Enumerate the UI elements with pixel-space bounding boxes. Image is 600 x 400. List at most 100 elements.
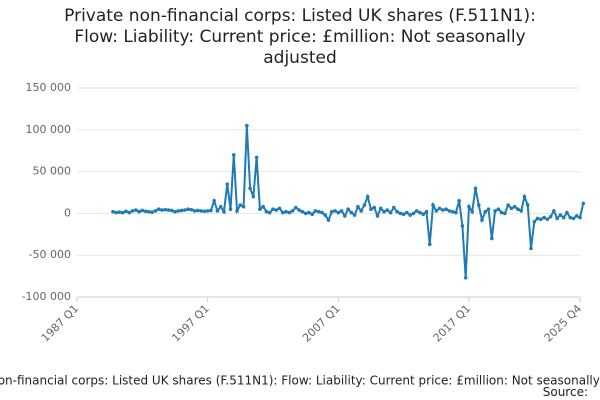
point [267, 210, 272, 215]
point [512, 204, 517, 209]
point [450, 209, 455, 214]
point [127, 210, 132, 215]
point [463, 275, 468, 280]
point [297, 208, 301, 212]
point [124, 209, 128, 214]
point [561, 215, 566, 220]
point [179, 208, 184, 213]
point [516, 207, 520, 212]
point [356, 204, 360, 209]
point [245, 123, 249, 128]
point [310, 212, 314, 217]
point [176, 209, 181, 213]
point [581, 201, 586, 206]
chart-title: Private non-financial corps: Listed UK s… [64, 6, 536, 68]
point [395, 209, 399, 214]
point [483, 209, 488, 214]
point [271, 207, 275, 212]
point [199, 209, 203, 213]
point [196, 208, 200, 213]
point [303, 211, 308, 216]
point [414, 209, 419, 213]
point [427, 242, 432, 247]
point [434, 209, 439, 213]
point [571, 216, 576, 221]
point [398, 211, 403, 216]
point [189, 207, 194, 212]
point [558, 213, 563, 217]
point [496, 207, 501, 212]
point [212, 199, 216, 203]
point [163, 207, 167, 212]
point [578, 215, 582, 220]
point [111, 209, 115, 214]
y-tick-label: 100 000 [26, 123, 72, 136]
point [205, 209, 210, 213]
point [156, 207, 161, 212]
point [447, 209, 452, 213]
point [143, 209, 148, 214]
point [548, 214, 553, 219]
point [238, 203, 243, 207]
point [359, 209, 363, 213]
point [182, 208, 187, 212]
point [460, 224, 465, 228]
point [552, 209, 556, 213]
point [444, 207, 448, 212]
point [218, 204, 223, 209]
point [320, 210, 324, 215]
point [150, 210, 154, 214]
point [437, 206, 442, 211]
point [467, 204, 471, 209]
point [378, 206, 383, 211]
point [215, 209, 220, 213]
point [261, 204, 265, 209]
point [241, 204, 246, 209]
point [385, 208, 390, 212]
y-tick-label: 50 000 [33, 165, 72, 178]
point [405, 210, 409, 215]
point [140, 208, 145, 213]
point [411, 211, 416, 216]
point [313, 209, 318, 213]
point [248, 186, 252, 191]
point [153, 209, 158, 213]
point [343, 214, 347, 218]
y-tick-label: 150 000 [26, 81, 72, 94]
point [421, 212, 426, 217]
x-axis-label: Private non-financial corps: Listed UK s… [0, 374, 600, 388]
point [574, 214, 579, 218]
point [503, 211, 507, 216]
point [372, 205, 377, 210]
point [431, 203, 435, 207]
point [316, 209, 321, 214]
point [545, 217, 550, 222]
y-tick-label: 0 [64, 206, 71, 219]
point [473, 186, 478, 191]
point [326, 218, 331, 222]
point [339, 209, 344, 213]
point [388, 210, 393, 215]
point [323, 213, 328, 217]
point [231, 153, 236, 157]
point [490, 236, 494, 241]
point [160, 208, 164, 212]
point [457, 199, 461, 203]
point [493, 209, 497, 213]
point [294, 205, 298, 210]
x-tick-label: 2007 Q1 [300, 302, 343, 345]
point [117, 210, 122, 214]
point [525, 203, 530, 207]
point [114, 210, 118, 215]
point [258, 207, 262, 212]
point [555, 216, 559, 221]
point [307, 210, 311, 215]
point [228, 207, 233, 212]
point [424, 209, 429, 214]
point [418, 210, 422, 215]
point [235, 209, 239, 213]
point [300, 209, 305, 214]
point [251, 194, 256, 199]
point [382, 209, 386, 214]
